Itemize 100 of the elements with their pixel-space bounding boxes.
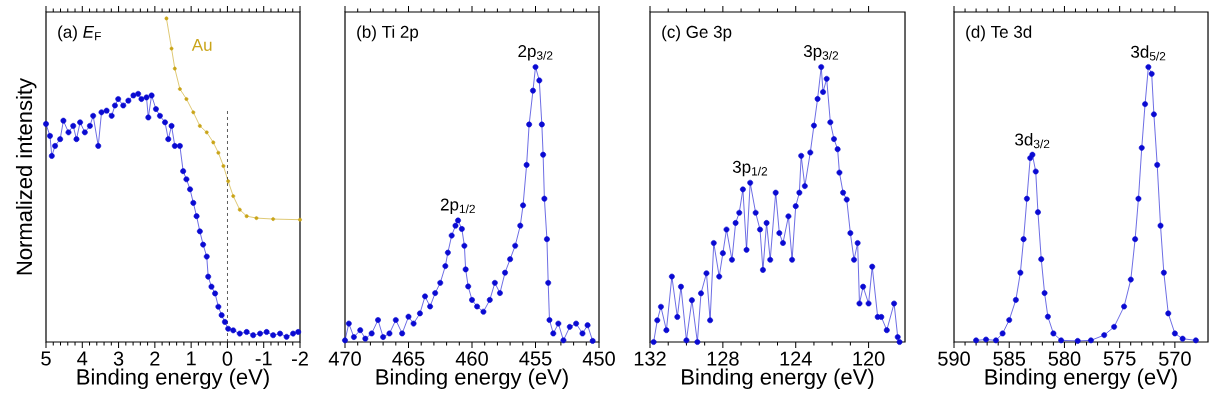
point [257, 330, 263, 337]
point [120, 102, 127, 109]
point [1032, 168, 1039, 175]
point [215, 303, 222, 310]
text: (c) Ge 3p [662, 25, 732, 42]
point [368, 330, 375, 337]
point [517, 222, 524, 229]
point [90, 112, 97, 119]
point [145, 114, 152, 121]
point [168, 122, 175, 129]
point [191, 110, 196, 115]
point [536, 77, 543, 84]
point [187, 186, 193, 193]
point [1058, 337, 1065, 344]
point [95, 143, 102, 149]
point [555, 320, 562, 327]
x-tick-label: 2 [150, 351, 160, 366]
point [183, 176, 190, 183]
annotation: 2p$_{1/2}$ [440, 198, 475, 214]
point [392, 317, 399, 323]
point [230, 327, 237, 334]
point [212, 290, 218, 297]
point [442, 263, 449, 269]
point [566, 323, 573, 330]
x-tick-label: 0 [222, 351, 233, 366]
x-tick-label: 570 [1159, 351, 1191, 366]
point [1138, 144, 1145, 151]
point [237, 207, 242, 212]
point [462, 266, 469, 273]
point [448, 232, 455, 239]
x-tick-label: -1 [255, 351, 272, 366]
point [458, 226, 465, 232]
point [1165, 310, 1172, 317]
point [1074, 338, 1081, 344]
point [65, 129, 72, 136]
x-axis-title: Binding energy (eV) [682, 368, 874, 390]
point [254, 216, 259, 220]
point [452, 222, 459, 229]
point [417, 310, 423, 317]
point [103, 107, 110, 114]
point [176, 143, 183, 149]
x-tick-label: 580 [1048, 351, 1081, 366]
point [461, 242, 468, 249]
point [172, 66, 177, 71]
point [98, 109, 105, 116]
series-label: Au [191, 39, 212, 51]
annotation: 3d$_{3/2}$ [1015, 133, 1050, 149]
point [523, 162, 530, 168]
point [177, 87, 182, 91]
point [1179, 335, 1186, 342]
point [57, 136, 64, 143]
x-tick-label: 575 [1103, 351, 1136, 366]
point [1142, 101, 1148, 108]
point [1127, 276, 1134, 283]
point [550, 330, 557, 337]
annotation: (a) E$_{F}$ [58, 25, 101, 42]
point [1029, 151, 1036, 158]
point [135, 90, 142, 97]
point [1044, 313, 1051, 320]
point [999, 330, 1006, 337]
point [1154, 162, 1161, 168]
point [1017, 269, 1024, 276]
point [162, 119, 168, 126]
x-tick-label: 1 [187, 351, 196, 366]
point [190, 199, 197, 206]
point [153, 106, 159, 112]
point [197, 123, 202, 128]
annotation: 3d$_{5/2}$ [1131, 45, 1166, 61]
point [77, 119, 84, 126]
point [138, 96, 145, 102]
x-tick-label: 470 [328, 351, 361, 366]
point [193, 213, 200, 220]
point [165, 136, 172, 143]
point [1038, 256, 1045, 263]
point [171, 143, 178, 149]
point [544, 236, 550, 243]
point [60, 117, 67, 124]
point [1135, 195, 1142, 202]
point [211, 140, 216, 145]
point [560, 337, 567, 344]
point [250, 332, 257, 339]
text: (d) Te 3d [966, 25, 1032, 42]
point [243, 329, 250, 335]
point [81, 129, 88, 136]
point [203, 253, 210, 260]
point [87, 122, 93, 129]
point [231, 194, 236, 198]
point [221, 164, 226, 168]
point [584, 322, 591, 329]
x-tick-label: 460 [455, 351, 488, 366]
point [1111, 323, 1118, 330]
point [497, 290, 503, 296]
point [48, 153, 55, 159]
point [469, 297, 475, 303]
point [225, 325, 232, 332]
point [973, 337, 979, 344]
point [474, 303, 480, 310]
x-tick-label: 124 [780, 351, 812, 366]
annotation: 3p$_{3/2}$ [803, 45, 839, 61]
point [205, 273, 212, 280]
